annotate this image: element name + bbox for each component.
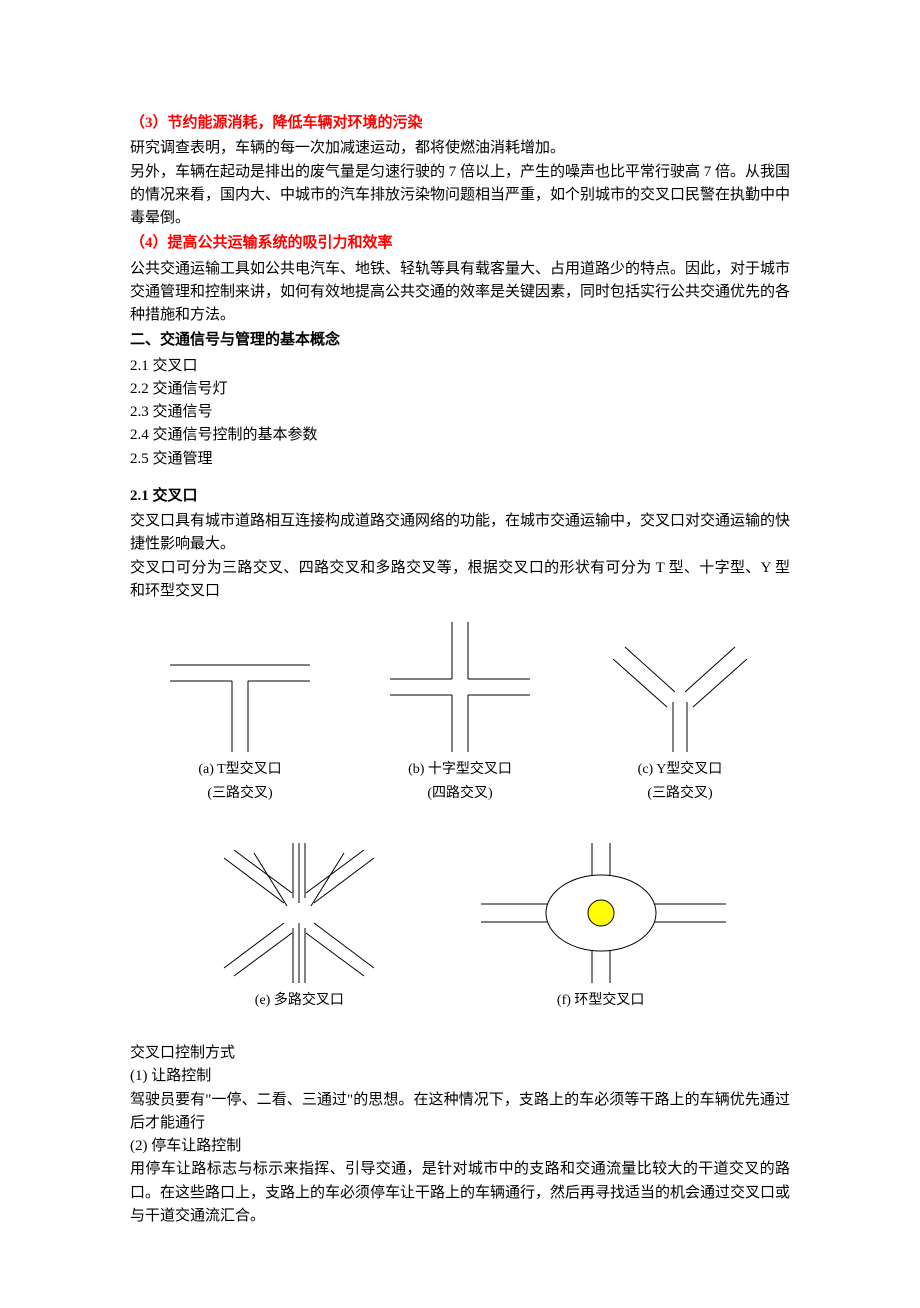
section-3-title: （3）节约能源消耗，降低车辆对环境的污染 <box>130 112 790 135</box>
toc-item-2: 2.2 交通信号灯 <box>130 378 790 401</box>
figure-c: (c) Y型交叉口 (三路交叉) <box>595 637 765 804</box>
figure-b: (b) 十字型交叉口 (四路交叉) <box>375 617 545 804</box>
figure-b-caption-2: (四路交叉) <box>427 783 492 805</box>
section-2-main-title: 二、交通信号与管理的基本概念 <box>130 329 790 352</box>
control-1-body: 驾驶员要有"一停、二看、三通过"的思想。在这种情况下，支路上的车必须等干路上的车… <box>130 1089 790 1136</box>
figure-a-caption-1: (a) T型交叉口 <box>198 759 281 781</box>
section-3-p2: 另外，车辆在起动是排出的废气量是匀速行驶的 7 倍以上，产生的噪声也比平常行驶高… <box>130 161 790 231</box>
figure-e: (e) 多路交叉口 <box>189 838 409 1012</box>
control-2-body: 用停车让路标志与标示来指挥、引导交通，是针对城市中的支路和交通流量比较大的干道交… <box>130 1158 790 1228</box>
toc-item-4: 2.4 交通信号控制的基本参数 <box>130 424 790 447</box>
figure-c-caption-1: (c) Y型交叉口 <box>638 759 723 781</box>
figure-f-caption-1: (f) 环型交叉口 <box>557 990 645 1012</box>
y-intersection-icon <box>595 637 765 757</box>
control-heading: 交叉口控制方式 <box>130 1042 790 1065</box>
toc-item-5: 2.5 交通管理 <box>130 448 790 471</box>
section-4-p1: 公共交通运输工具如公共电汽车、地铁、轻轨等具有载客量大、占用道路少的特点。因此，… <box>130 258 790 328</box>
control-1-title: (1) 让路控制 <box>130 1065 790 1088</box>
toc-item-3: 2.3 交通信号 <box>130 401 790 424</box>
figure-a-caption-2: (三路交叉) <box>207 783 272 805</box>
figure-a: (a) T型交叉口 (三路交叉) <box>155 637 325 804</box>
figure-e-caption-1: (e) 多路交叉口 <box>255 990 344 1012</box>
control-2-title: (2) 停车让路控制 <box>130 1135 790 1158</box>
figure-row-2: (e) 多路交叉口 (f) 环型交叉口 <box>130 834 790 1022</box>
figure-b-caption-1: (b) 十字型交叉口 <box>408 759 512 781</box>
section-4-title: （4）提高公共运输系统的吸引力和效率 <box>130 232 790 255</box>
figure-c-caption-2: (三路交叉) <box>647 783 712 805</box>
section-3-p1: 研究调查表明，车辆的每一次加减速运动，都将使燃油消耗增加。 <box>130 137 790 160</box>
t-intersection-icon-real <box>155 637 325 757</box>
s21-heading: 2.1 交叉口 <box>130 485 790 508</box>
cross-intersection-icon <box>375 617 545 757</box>
figure-f: (f) 环型交叉口 <box>471 838 731 1012</box>
page: （3）节约能源消耗，降低车辆对环境的污染 研究调查表明，车辆的每一次加减速运动，… <box>0 0 920 1308</box>
toc-item-1: 2.1 交叉口 <box>130 355 790 378</box>
s21-p2: 交叉口可分为三路交叉、四路交叉和多路交叉等，根据交叉口的形状有可分为 T 型、十… <box>130 557 790 604</box>
figure-row-1: (a) T型交叉口 (三路交叉) (b) 十字型交叉口 ( <box>130 613 790 814</box>
roundabout-intersection-icon <box>471 838 731 988</box>
s21-p1: 交叉口具有城市道路相互连接构成道路交通网络的功能，在城市交通运输中，交叉口对交通… <box>130 510 790 557</box>
multi-intersection-icon <box>189 838 409 988</box>
